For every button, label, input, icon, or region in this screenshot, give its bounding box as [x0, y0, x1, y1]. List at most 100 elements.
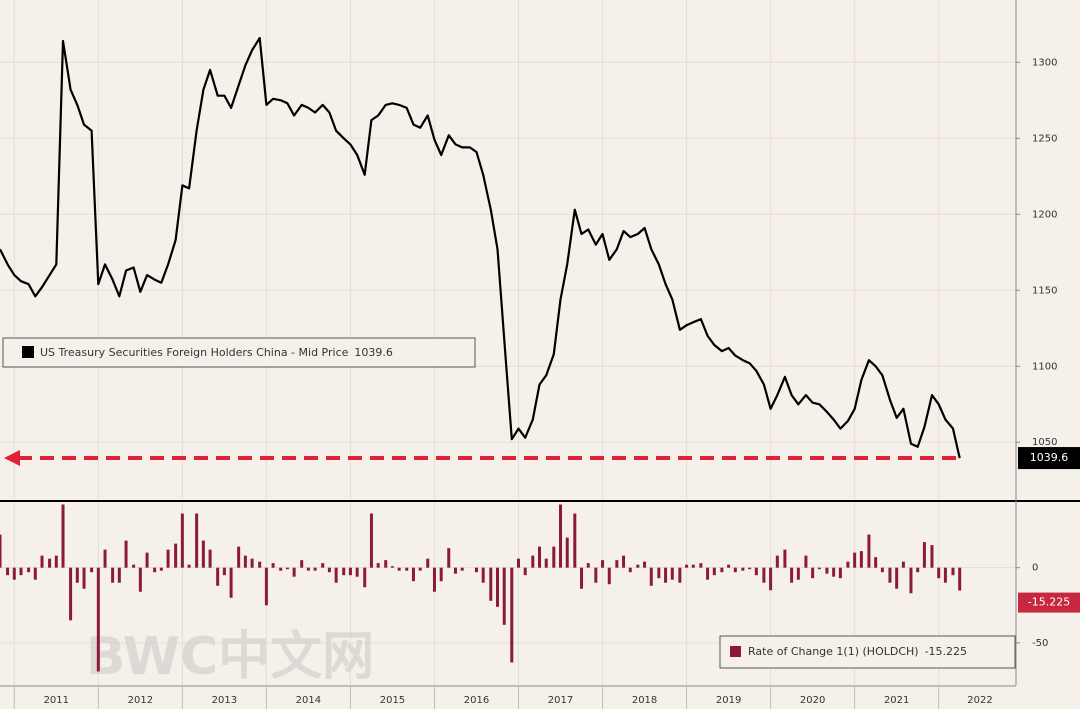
bar	[453, 567, 457, 574]
bar	[390, 566, 394, 568]
bar	[783, 549, 787, 568]
bar	[426, 558, 430, 568]
bar	[796, 567, 800, 580]
bar	[132, 564, 136, 568]
bar	[643, 561, 647, 568]
bar	[264, 567, 268, 606]
y-tick-label: 0	[1032, 563, 1038, 574]
x-tick-label: 2022	[967, 695, 992, 706]
bar	[838, 567, 842, 579]
legend-label: US Treasury Securities Foreign Holders C…	[40, 346, 393, 359]
bar	[321, 563, 325, 568]
bar	[586, 563, 590, 568]
legend-value: 1039.6	[354, 346, 393, 359]
y-tick-label: 1100	[1032, 361, 1057, 372]
bar	[279, 567, 283, 571]
bar	[124, 540, 128, 568]
bar	[48, 558, 52, 568]
bar	[271, 563, 275, 568]
y-tick-label: 1300	[1032, 57, 1057, 68]
y-tick-label: 1050	[1032, 437, 1057, 448]
bar	[12, 567, 16, 580]
bar	[720, 567, 724, 573]
y-tick-label: 1200	[1032, 209, 1057, 220]
bar	[117, 567, 121, 583]
bar	[712, 567, 716, 576]
bar	[145, 552, 149, 568]
bar	[292, 567, 296, 577]
last-value-box	[1018, 447, 1080, 470]
bar	[922, 542, 926, 568]
bar	[313, 567, 317, 571]
bar	[670, 567, 674, 580]
bar	[166, 549, 170, 568]
bar	[432, 567, 436, 592]
bar	[159, 567, 163, 571]
legend-name: US Treasury Securities Foreign Holders C…	[40, 346, 349, 359]
legend-value: -15.225	[925, 645, 967, 658]
bar	[607, 567, 611, 585]
last-value-label: 1039.6	[1030, 451, 1069, 464]
bar	[243, 555, 247, 568]
x-tick-label: 2018	[632, 695, 657, 706]
bar	[880, 567, 884, 573]
bar	[342, 567, 346, 576]
legend-box	[2, 337, 476, 368]
bar	[229, 567, 233, 598]
bar	[90, 567, 94, 573]
bar	[678, 567, 682, 583]
bar	[909, 567, 913, 594]
arrow-head	[4, 450, 20, 467]
bar	[901, 561, 905, 568]
bar	[517, 558, 521, 568]
bar	[355, 567, 359, 577]
bar	[544, 558, 548, 568]
bar	[75, 567, 79, 583]
bar	[628, 567, 632, 573]
bar	[237, 546, 241, 568]
x-tick-label: 2020	[800, 695, 825, 706]
bar	[636, 564, 640, 568]
x-tick-label: 2011	[44, 695, 69, 706]
bar	[741, 567, 745, 571]
last-value-label: -15.225	[1028, 596, 1070, 609]
bar	[222, 567, 226, 576]
x-tick-label: 2015	[380, 695, 405, 706]
x-tick-label: 2017	[548, 695, 573, 706]
bar	[691, 564, 695, 568]
bar	[930, 545, 934, 568]
bar	[376, 563, 380, 568]
line-series	[0, 36, 961, 459]
bar	[867, 534, 871, 568]
bar	[502, 567, 506, 625]
bar	[474, 567, 478, 573]
bar	[775, 555, 779, 568]
bar	[958, 567, 962, 591]
bar	[817, 567, 821, 570]
bar	[54, 555, 58, 568]
bar	[187, 564, 191, 568]
bar	[804, 555, 808, 568]
bar	[943, 567, 947, 583]
bar	[174, 543, 178, 568]
bar	[285, 567, 289, 570]
bar	[664, 567, 668, 583]
bar	[622, 555, 626, 568]
bar	[6, 567, 10, 576]
bar	[40, 555, 44, 568]
x-tick-label: 2012	[128, 695, 153, 706]
bar	[685, 564, 689, 568]
bar	[706, 567, 710, 580]
bar	[195, 513, 199, 568]
bar	[111, 567, 115, 583]
bar	[790, 567, 794, 583]
bar	[853, 552, 857, 568]
x-tick-label: 2016	[464, 695, 489, 706]
bar	[0, 534, 2, 568]
x-tick-label: 2021	[884, 695, 909, 706]
bar	[594, 567, 598, 583]
bar	[565, 537, 569, 568]
bar	[510, 567, 514, 663]
x-tick-label: 2013	[212, 695, 237, 706]
